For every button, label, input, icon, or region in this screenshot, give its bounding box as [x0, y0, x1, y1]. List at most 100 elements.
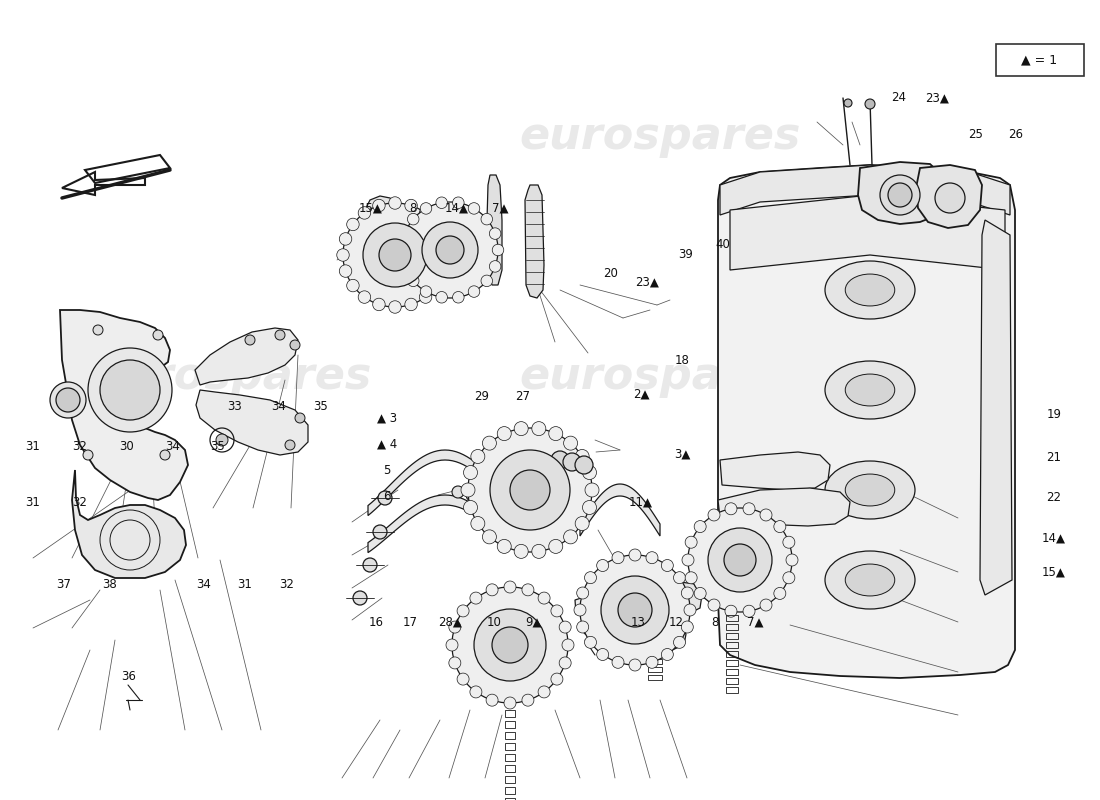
Text: 26: 26	[1008, 128, 1023, 141]
Circle shape	[583, 501, 596, 514]
Ellipse shape	[825, 361, 915, 419]
Circle shape	[373, 525, 387, 539]
Ellipse shape	[825, 261, 915, 319]
Circle shape	[441, 249, 453, 262]
Circle shape	[865, 99, 874, 109]
Circle shape	[724, 544, 756, 576]
Text: 33: 33	[227, 400, 242, 413]
Polygon shape	[580, 484, 660, 536]
Text: 12: 12	[669, 616, 684, 629]
Circle shape	[469, 202, 480, 214]
Polygon shape	[720, 452, 830, 490]
Text: 16: 16	[368, 616, 384, 629]
Circle shape	[216, 434, 228, 446]
Polygon shape	[718, 488, 850, 526]
Circle shape	[563, 530, 578, 544]
Circle shape	[339, 233, 352, 245]
Circle shape	[584, 572, 596, 584]
Circle shape	[359, 291, 371, 303]
Circle shape	[708, 528, 772, 592]
Text: 31: 31	[25, 496, 41, 509]
Circle shape	[684, 604, 696, 616]
Ellipse shape	[845, 274, 894, 306]
Circle shape	[612, 656, 624, 668]
Circle shape	[694, 521, 706, 533]
Circle shape	[935, 183, 965, 213]
Circle shape	[275, 330, 285, 340]
Bar	[505, 754, 515, 761]
Circle shape	[629, 659, 641, 671]
Polygon shape	[575, 588, 685, 628]
Circle shape	[452, 291, 464, 303]
Text: 31: 31	[236, 578, 252, 590]
Circle shape	[346, 218, 360, 230]
Circle shape	[399, 228, 410, 239]
Circle shape	[521, 584, 534, 596]
Polygon shape	[858, 162, 944, 224]
Bar	[726, 669, 738, 675]
Text: 8: 8	[409, 202, 416, 214]
Circle shape	[431, 279, 443, 292]
Circle shape	[531, 422, 546, 436]
Text: 35: 35	[210, 440, 225, 453]
Circle shape	[559, 657, 571, 669]
Circle shape	[470, 592, 482, 604]
Circle shape	[661, 649, 673, 661]
FancyBboxPatch shape	[996, 44, 1084, 76]
Ellipse shape	[845, 474, 894, 506]
Bar	[726, 624, 738, 630]
Text: 27: 27	[515, 390, 530, 402]
Circle shape	[461, 483, 475, 497]
Circle shape	[504, 697, 516, 709]
Polygon shape	[368, 450, 512, 515]
Circle shape	[514, 544, 528, 558]
Circle shape	[436, 291, 448, 303]
Circle shape	[486, 694, 498, 706]
Circle shape	[407, 214, 419, 225]
Circle shape	[295, 413, 305, 423]
Text: 24: 24	[891, 91, 906, 104]
Circle shape	[742, 606, 755, 618]
Bar	[505, 710, 515, 717]
Circle shape	[339, 265, 352, 278]
Circle shape	[504, 581, 516, 593]
Circle shape	[482, 492, 494, 504]
Text: ▲ 3: ▲ 3	[377, 411, 397, 424]
Circle shape	[363, 558, 377, 572]
Circle shape	[153, 330, 163, 340]
Circle shape	[880, 175, 920, 215]
Circle shape	[483, 436, 496, 450]
Circle shape	[100, 360, 160, 420]
Text: 7▲: 7▲	[748, 616, 763, 629]
Text: 17: 17	[403, 616, 418, 629]
Circle shape	[786, 554, 798, 566]
Polygon shape	[666, 582, 702, 614]
Circle shape	[438, 233, 451, 245]
Text: 38: 38	[102, 578, 118, 590]
Circle shape	[783, 536, 795, 548]
Circle shape	[601, 576, 669, 644]
Circle shape	[681, 621, 693, 633]
Polygon shape	[196, 390, 308, 455]
Text: 19: 19	[1046, 408, 1062, 421]
Circle shape	[346, 279, 360, 292]
Circle shape	[576, 621, 588, 633]
Circle shape	[486, 584, 498, 596]
Bar	[726, 660, 738, 666]
Circle shape	[549, 539, 563, 554]
Text: 6: 6	[384, 490, 390, 502]
Circle shape	[661, 559, 673, 571]
Circle shape	[562, 639, 574, 651]
Circle shape	[574, 604, 586, 616]
Circle shape	[551, 673, 563, 685]
Circle shape	[673, 572, 685, 584]
Circle shape	[694, 587, 706, 599]
Bar	[505, 765, 515, 772]
Text: 40: 40	[715, 238, 730, 250]
Circle shape	[531, 544, 546, 558]
Circle shape	[549, 426, 563, 441]
Circle shape	[388, 197, 401, 210]
Circle shape	[682, 554, 694, 566]
Circle shape	[399, 261, 410, 272]
Circle shape	[742, 502, 755, 514]
